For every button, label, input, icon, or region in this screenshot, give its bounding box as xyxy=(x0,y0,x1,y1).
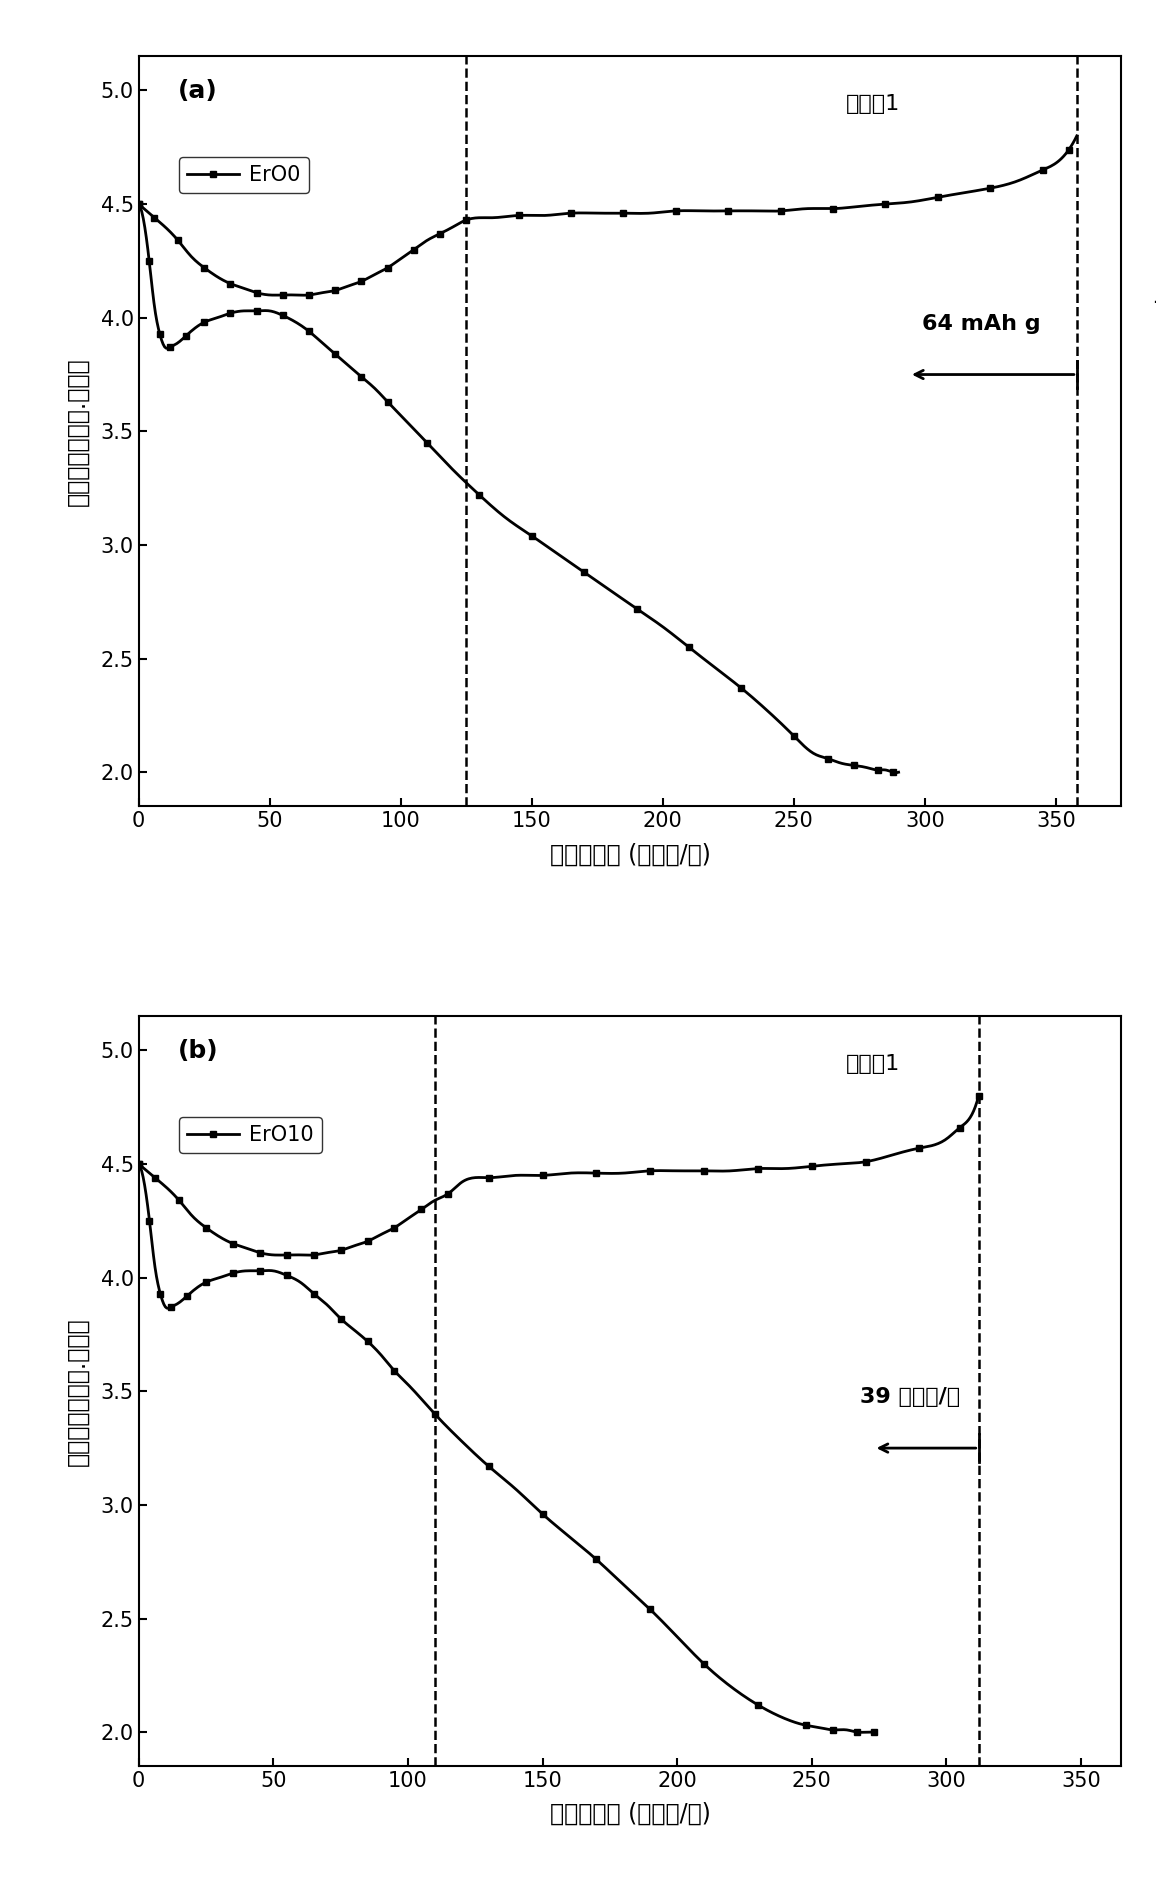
X-axis label: 放电比容量 (毫安时/克): 放电比容量 (毫安时/克) xyxy=(549,1802,711,1826)
Text: (b): (b) xyxy=(178,1039,218,1064)
Text: 实施例1: 实施例1 xyxy=(846,1054,901,1073)
Y-axis label: 电压（对锂电位.伏特）: 电压（对锂电位.伏特） xyxy=(66,1317,90,1466)
Text: 64 mAh g: 64 mAh g xyxy=(922,314,1040,334)
Legend: ErO0: ErO0 xyxy=(179,156,309,194)
Text: 39 毫安时/克: 39 毫安时/克 xyxy=(860,1387,961,1407)
Text: (a): (a) xyxy=(178,79,217,103)
Legend: ErO10: ErO10 xyxy=(179,1116,323,1154)
Y-axis label: 电压（对锂电位.伏特）: 电压（对锂电位.伏特） xyxy=(66,357,90,505)
Text: -1: -1 xyxy=(1153,293,1156,310)
X-axis label: 放电比容量 (毫安时/克): 放电比容量 (毫安时/克) xyxy=(549,842,711,866)
Text: 实施例1: 实施例1 xyxy=(846,94,901,115)
